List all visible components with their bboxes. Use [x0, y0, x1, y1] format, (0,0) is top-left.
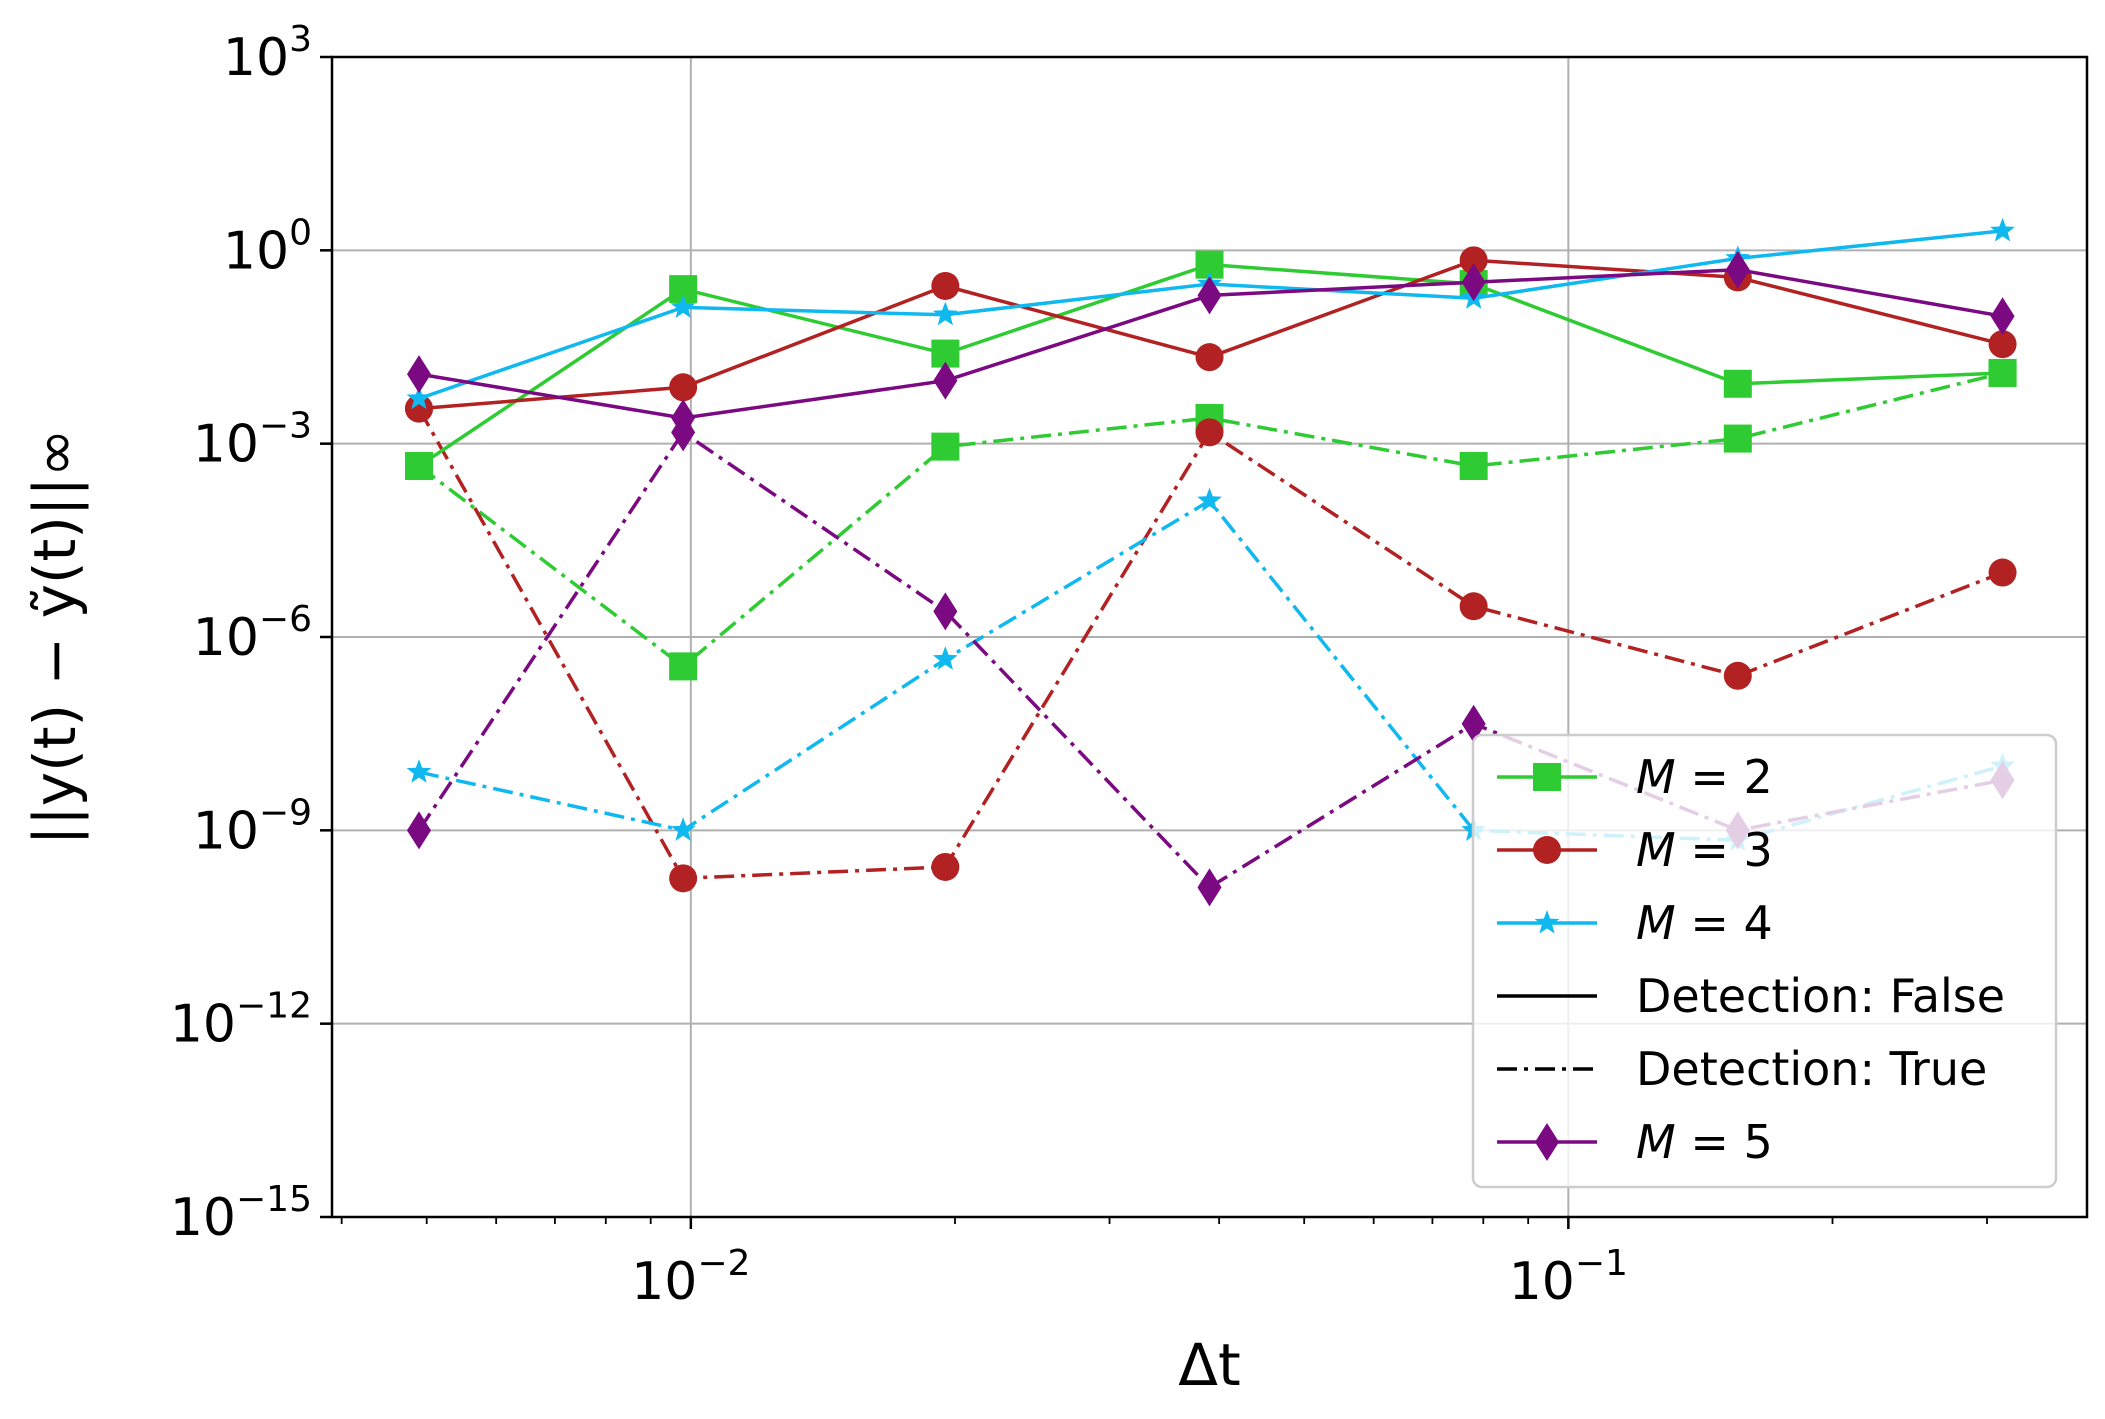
legend-marker [1534, 910, 1560, 934]
data-point [1990, 297, 2015, 336]
x-tick-label: 10−1 [1509, 1243, 1628, 1312]
axis-ticks: 10−15 10−12 10−9 10−6 10−3 100 103 10−2 10−1 [170, 19, 1988, 1312]
y-tick-label: 103 [223, 19, 312, 88]
y-tick-label: 10−12 [170, 986, 312, 1055]
data-point [1988, 330, 2017, 359]
data-point [1723, 369, 1752, 398]
legend-entry: M = 5 [1497, 1115, 1773, 1169]
data-point [669, 373, 698, 402]
data-point [1723, 424, 1752, 453]
data-point [1723, 661, 1752, 690]
data-point [931, 432, 960, 461]
legend-marker [1533, 836, 1561, 864]
data-point [933, 592, 958, 631]
y-tick-label: 10−3 [193, 406, 312, 475]
legend-label: Detection: False [1636, 969, 2005, 1023]
legend-label: M = 2 [1636, 750, 1773, 804]
data-point [669, 652, 698, 681]
data-series [404, 217, 2017, 907]
data-point [1988, 558, 2017, 587]
legend-label: M = 4 [1636, 896, 1773, 950]
legend-label: M = 5 [1636, 1115, 1773, 1169]
data-point [1197, 487, 1222, 512]
data-point [669, 864, 698, 893]
legend-box [1471, 733, 2058, 1189]
data-point [1725, 250, 1750, 289]
data-point [1990, 217, 2015, 242]
data-point [1459, 592, 1488, 621]
legend-entry: M = 3 [1497, 823, 1773, 877]
y-tick-label: 10−6 [193, 599, 312, 668]
data-point [931, 271, 960, 300]
data-point [1459, 452, 1488, 481]
legend-marker [1533, 763, 1561, 791]
x-tick-label: 10−2 [631, 1243, 750, 1312]
data-point [933, 361, 958, 400]
y-tick-label: 10−15 [170, 1179, 312, 1248]
legend-entry: M = 2 [1497, 750, 1773, 804]
data-point [1197, 276, 1222, 315]
data-point [931, 852, 960, 881]
data-point [1461, 704, 1486, 743]
y-tick-label: 10−9 [193, 792, 312, 861]
data-point [404, 394, 433, 423]
data-point [1459, 246, 1488, 275]
data-point [1195, 418, 1224, 447]
data-point [406, 385, 432, 410]
legend-entry: Detection: False [1497, 969, 2005, 1023]
legend-label: M = 3 [1636, 823, 1773, 877]
legend: M = 2 M = 3 M = 4 Detection: False Detection… [1471, 733, 2058, 1189]
legend-entry: Detection: True [1497, 1042, 1987, 1096]
data-point [404, 452, 433, 481]
legend-marker [1535, 1123, 1559, 1161]
data-point [1197, 868, 1222, 907]
x-axis-label: Δt [1178, 1331, 1240, 1399]
data-point [1461, 263, 1486, 302]
legend-label: Detection: True [1636, 1042, 1987, 1096]
data-point [670, 817, 696, 841]
data-point [406, 759, 432, 783]
data-point [1195, 343, 1224, 372]
y-axis-label: ||y(t) − ỹ(t)||∞ [21, 429, 89, 846]
data-point [933, 301, 958, 326]
series-m=5-detection-false [406, 250, 2015, 438]
data-point [933, 646, 958, 670]
legend-entry: M = 4 [1497, 896, 1773, 950]
data-point [670, 294, 696, 318]
data-point [406, 811, 431, 850]
data-point [1988, 358, 2017, 387]
y-tick-label: 100 [223, 212, 312, 281]
data-point [671, 399, 696, 438]
data-point [406, 355, 431, 394]
